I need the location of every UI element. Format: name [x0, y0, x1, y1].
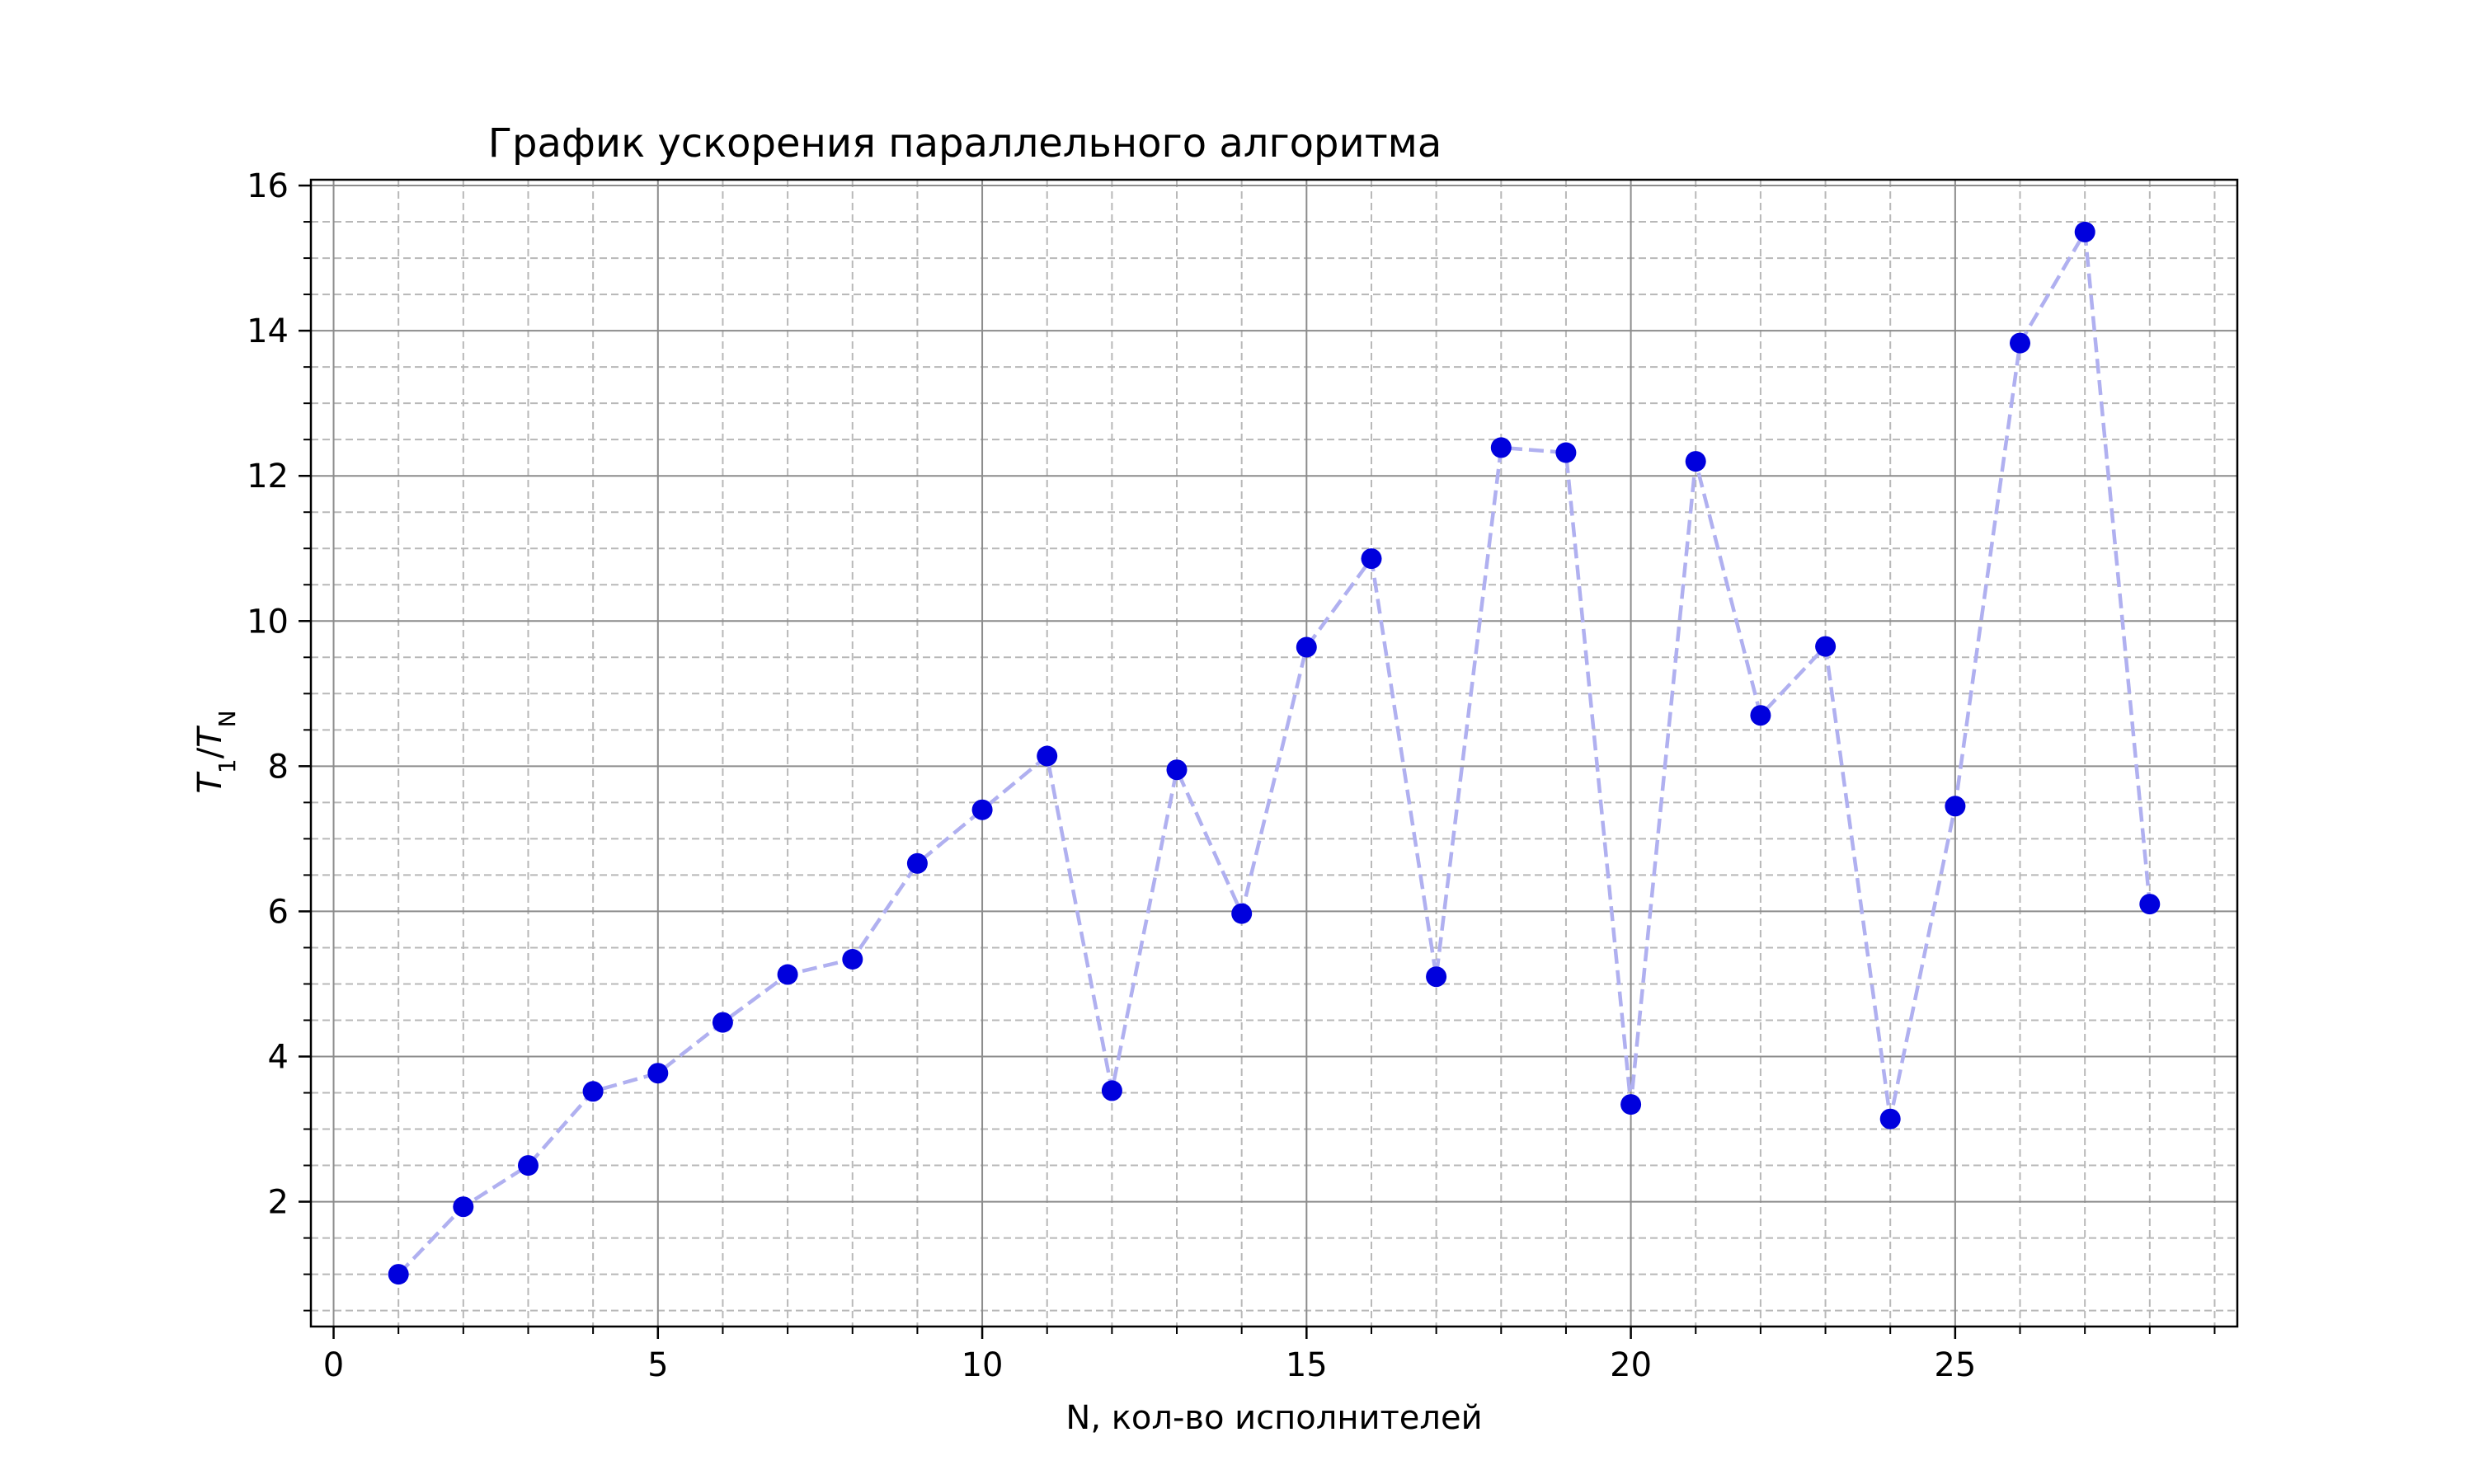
y-tick-label: 10: [247, 603, 289, 641]
data-point: [1815, 636, 1837, 657]
data-point: [842, 949, 863, 970]
y-axis-title: T1/TN: [191, 710, 241, 793]
data-point: [777, 964, 798, 985]
series-points: [388, 221, 2161, 1285]
series-line-path: [397, 230, 2152, 1276]
x-axis-title: N, кол-во исполнителей: [1065, 1399, 1482, 1437]
data-point: [971, 799, 993, 820]
data-point: [518, 1155, 539, 1176]
data-point: [1490, 437, 1512, 458]
y-tick-label: 14: [247, 312, 289, 350]
x-tick-label: 25: [1934, 1346, 1976, 1384]
y-title-t1: T: [191, 771, 229, 794]
y-title-sub1: 1: [214, 758, 241, 773]
y-tick-label: 6: [268, 893, 289, 931]
data-point: [1555, 442, 1577, 463]
x-tick-label: 0: [323, 1346, 344, 1384]
data-point: [1296, 636, 1317, 658]
data-point: [1945, 796, 1966, 817]
y-title-sep: /: [191, 747, 229, 758]
plot-frame: [309, 178, 2239, 1328]
y-tick-label: 12: [247, 458, 289, 495]
data-point: [1685, 451, 1706, 472]
data-point: [1879, 1108, 1901, 1129]
axis-ticks: 0 5 10 15 20 25 2 4 6 8 10 12 14 16: [247, 167, 2216, 1384]
x-tick-label: 15: [1286, 1346, 1328, 1384]
chart-title: График ускорения параллельного алгоритма: [488, 120, 1442, 167]
data-point: [2074, 221, 2095, 242]
y-tick-label: 2: [268, 1184, 289, 1222]
data-point: [2139, 894, 2161, 915]
y-tick-label: 16: [247, 167, 289, 205]
data-point: [712, 1012, 733, 1033]
data-point: [1037, 745, 1058, 767]
x-tick-label: 20: [1610, 1346, 1652, 1384]
data-point: [1426, 966, 1447, 988]
data-point: [1620, 1094, 1642, 1115]
data-point: [2010, 332, 2030, 354]
data-point: [388, 1264, 409, 1285]
data-point: [1361, 548, 1382, 570]
data-point: [1231, 903, 1253, 924]
data-point: [1750, 705, 1771, 726]
data-point: [1101, 1080, 1122, 1101]
data-point: [453, 1196, 474, 1218]
y-tick-label: 8: [268, 748, 289, 786]
x-tick-label: 10: [962, 1346, 1004, 1384]
data-point: [582, 1081, 604, 1102]
y-title-t2: T: [191, 725, 229, 748]
x-tick-label: 5: [647, 1346, 668, 1384]
data-point: [647, 1063, 669, 1084]
data-point: [906, 852, 928, 874]
y-tick-label: 4: [268, 1038, 289, 1076]
grid: [311, 180, 2237, 1327]
series-line: [397, 230, 2152, 1276]
y-title-sub2: N: [214, 710, 241, 727]
data-point: [1166, 759, 1188, 781]
